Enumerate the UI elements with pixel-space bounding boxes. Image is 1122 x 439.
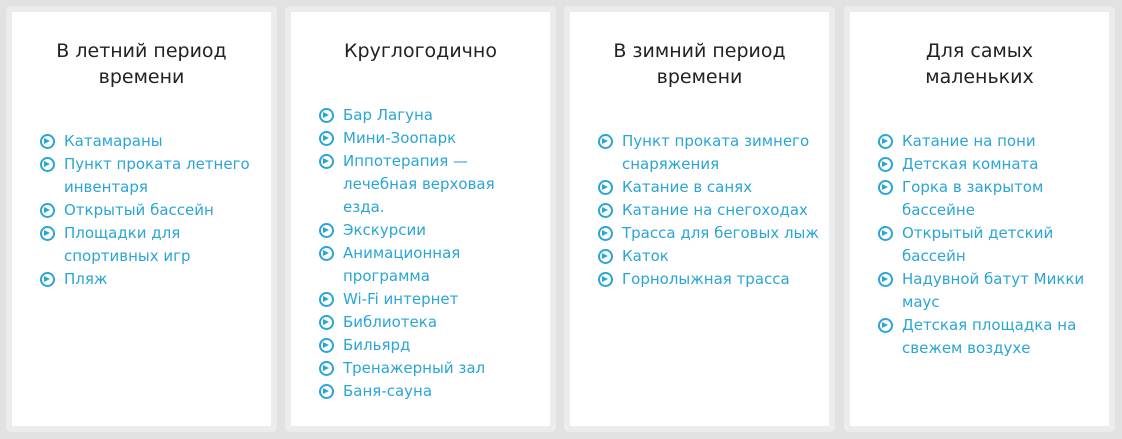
service-list: Катание на пони Детская комната Горка в за…: [850, 130, 1109, 360]
service-list: Катамараны Пункт проката летнего инвентар…: [12, 130, 271, 291]
arrow-circle-right-icon: [319, 154, 334, 169]
service-link[interactable]: Мини-Зоопарк: [319, 127, 540, 150]
service-link[interactable]: Трасса для беговых лыж: [598, 222, 819, 245]
arrow-circle-right-icon: [878, 272, 893, 287]
service-link[interactable]: Анимационная программа: [319, 242, 540, 288]
service-link-label: Надувной батут Микки маус: [902, 270, 1085, 311]
arrow-circle-right-icon: [319, 131, 334, 146]
service-link[interactable]: Бар Лагуна: [319, 104, 540, 127]
service-link-label: Анимационная программа: [343, 244, 461, 285]
service-link-label: Иппотерапия — лечебная верховая езда.: [343, 152, 495, 216]
service-link[interactable]: Иппотерапия — лечебная верховая езда.: [319, 150, 540, 219]
arrow-circle-right-icon: [878, 134, 893, 149]
service-link[interactable]: Катание на пони: [878, 130, 1099, 153]
service-link[interactable]: Катание в санях: [598, 176, 819, 199]
card-title: Круглогодично: [344, 40, 497, 62]
arrow-circle-right-icon: [40, 134, 55, 149]
arrow-circle-right-icon: [319, 384, 334, 399]
service-card: Круглогодично Бар Лагуна Мини-Зоопарк Иппот…: [285, 6, 556, 432]
arrow-circle-right-icon: [878, 157, 893, 172]
arrow-circle-right-icon: [319, 315, 334, 330]
service-link[interactable]: Пункт проката летнего инвентаря: [40, 153, 261, 199]
service-link[interactable]: Тренажерный зал: [319, 357, 540, 380]
arrow-circle-right-icon: [878, 226, 893, 241]
service-link[interactable]: Детская комната: [878, 153, 1099, 176]
service-link[interactable]: Пункт проката зимнего снаряжения: [598, 130, 819, 176]
service-link[interactable]: Wi-Fi интернет: [319, 288, 540, 311]
arrow-circle-right-icon: [319, 361, 334, 376]
arrow-circle-right-icon: [598, 134, 613, 149]
arrow-circle-right-icon: [598, 249, 613, 264]
service-link-label: Пляж: [64, 270, 108, 288]
card-title: Для самых маленьких: [925, 40, 1034, 88]
arrow-circle-right-icon: [319, 246, 334, 261]
service-link[interactable]: Пляж: [40, 268, 261, 291]
service-link-label: Катание на снегоходах: [622, 201, 808, 219]
arrow-circle-right-icon: [598, 226, 613, 241]
service-link-label: Пункт проката летнего инвентаря: [64, 155, 250, 196]
service-link-label: Экскурсии: [343, 221, 426, 239]
service-link-label: Тренажерный зал: [343, 359, 486, 377]
service-link[interactable]: Горка в закрытом бассейне: [878, 176, 1099, 222]
service-link-label: Wi-Fi интернет: [343, 290, 459, 308]
service-link-label: Баня-сауна: [343, 382, 433, 400]
card-title: В летний период времени: [56, 40, 227, 88]
arrow-circle-right-icon: [598, 272, 613, 287]
service-link-label: Горнолыжная трасса: [622, 270, 790, 288]
arrow-circle-right-icon: [319, 338, 334, 353]
arrow-circle-right-icon: [878, 180, 893, 195]
arrow-circle-right-icon: [598, 203, 613, 218]
service-link[interactable]: Каток: [598, 245, 819, 268]
arrow-circle-right-icon: [319, 292, 334, 307]
service-link-label: Открытый бассейн: [64, 201, 214, 219]
service-link-label: Открытый детский бассейн: [902, 224, 1054, 265]
service-card: В зимний период времени Пункт проката зим…: [564, 6, 835, 432]
arrow-circle-right-icon: [40, 203, 55, 218]
service-link-label: Горка в закрытом бассейне: [902, 178, 1044, 219]
service-link[interactable]: Катание на снегоходах: [598, 199, 819, 222]
service-link[interactable]: Надувной батут Микки маус: [878, 268, 1099, 314]
service-link[interactable]: Бильярд: [319, 334, 540, 357]
service-link[interactable]: Открытый детский бассейн: [878, 222, 1099, 268]
service-card: В летний период времени Катамараны Пункт п…: [6, 6, 277, 432]
arrow-circle-right-icon: [40, 272, 55, 287]
service-link[interactable]: Экскурсии: [319, 219, 540, 242]
service-link-label: Катамараны: [64, 132, 163, 150]
service-link[interactable]: Открытый бассейн: [40, 199, 261, 222]
service-link-label: Библиотека: [343, 313, 438, 331]
service-link-label: Трасса для беговых лыж: [622, 224, 819, 242]
service-link[interactable]: Библиотека: [319, 311, 540, 334]
service-link-label: Детская комната: [902, 155, 1039, 173]
service-link[interactable]: Детская площадка на свежем воздухе: [878, 314, 1099, 360]
arrow-circle-right-icon: [319, 223, 334, 238]
service-link-label: Площадки для спортивных игр: [64, 224, 191, 265]
service-link[interactable]: Горнолыжная трасса: [598, 268, 819, 291]
service-list: Бар Лагуна Мини-Зоопарк Иппотерапия — лече…: [291, 104, 550, 403]
service-list: Пункт проката зимнего снаряжения Катание …: [570, 130, 829, 291]
service-link-label: Детская площадка на свежем воздухе: [902, 316, 1077, 357]
card-title: В зимний период времени: [613, 40, 786, 88]
arrow-circle-right-icon: [598, 180, 613, 195]
service-link-label: Каток: [622, 247, 669, 265]
arrow-circle-right-icon: [319, 108, 334, 123]
service-link-label: Мини-Зоопарк: [343, 129, 457, 147]
service-link-label: Пункт проката зимнего снаряжения: [622, 132, 810, 173]
service-card: Для самых маленьких Катание на пони Детска…: [844, 6, 1115, 432]
arrow-circle-right-icon: [878, 318, 893, 333]
arrow-circle-right-icon: [40, 226, 55, 241]
service-link[interactable]: Баня-сауна: [319, 380, 540, 403]
service-link-label: Катание на пони: [902, 132, 1036, 150]
service-link[interactable]: Катамараны: [40, 130, 261, 153]
service-link[interactable]: Площадки для спортивных игр: [40, 222, 261, 268]
service-link-label: Катание в санях: [622, 178, 753, 196]
service-link-label: Бар Лагуна: [343, 106, 433, 124]
service-link-label: Бильярд: [343, 336, 411, 354]
arrow-circle-right-icon: [40, 157, 55, 172]
